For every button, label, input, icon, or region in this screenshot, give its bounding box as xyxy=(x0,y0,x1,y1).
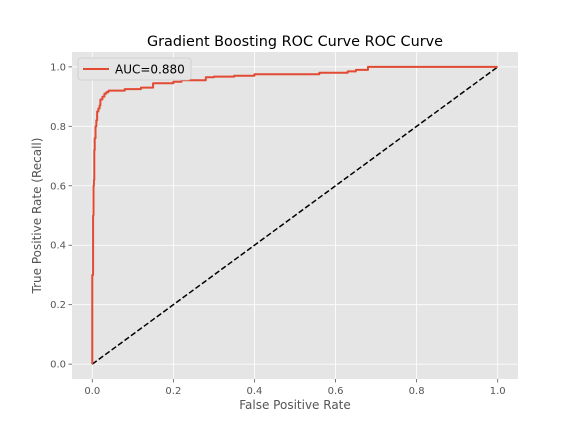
x-tick-label: 0.2 xyxy=(165,386,181,397)
chart-title: Gradient Boosting ROC Curve ROC Curve xyxy=(147,34,443,50)
y-tick-label: 0.0 xyxy=(50,360,66,371)
legend: AUC=0.880 xyxy=(77,57,192,81)
axis-ticks: 0.0 0.2 0.4 0.6 0.8 1.0 0.0 0.2 0.4 0.6 0.8 1.0 xyxy=(50,62,506,397)
x-axis-label: False Positive Rate xyxy=(239,398,351,412)
x-tick-label: 1.0 xyxy=(490,386,506,397)
y-tick-label: 1.0 xyxy=(50,62,66,73)
series-layer xyxy=(91,65,499,365)
y-tick-label: 0.6 xyxy=(50,181,66,192)
legend-box xyxy=(77,57,192,81)
diagonal-reference-line xyxy=(91,66,499,365)
y-tick-label: 0.8 xyxy=(50,122,66,133)
roc-curve-line xyxy=(91,65,498,365)
x-tick-label: 0.0 xyxy=(84,386,100,397)
x-tick-label: 0.6 xyxy=(328,386,344,397)
y-tick-label: 0.4 xyxy=(50,241,66,252)
x-tick-label: 0.8 xyxy=(409,386,425,397)
x-tick-label: 0.4 xyxy=(247,386,263,397)
y-tick-label: 0.2 xyxy=(50,300,66,311)
y-axis-label: True Positive Rate (Recall) xyxy=(30,138,44,295)
legend-label: AUC=0.880 xyxy=(115,63,185,77)
grid-lines xyxy=(72,52,518,379)
